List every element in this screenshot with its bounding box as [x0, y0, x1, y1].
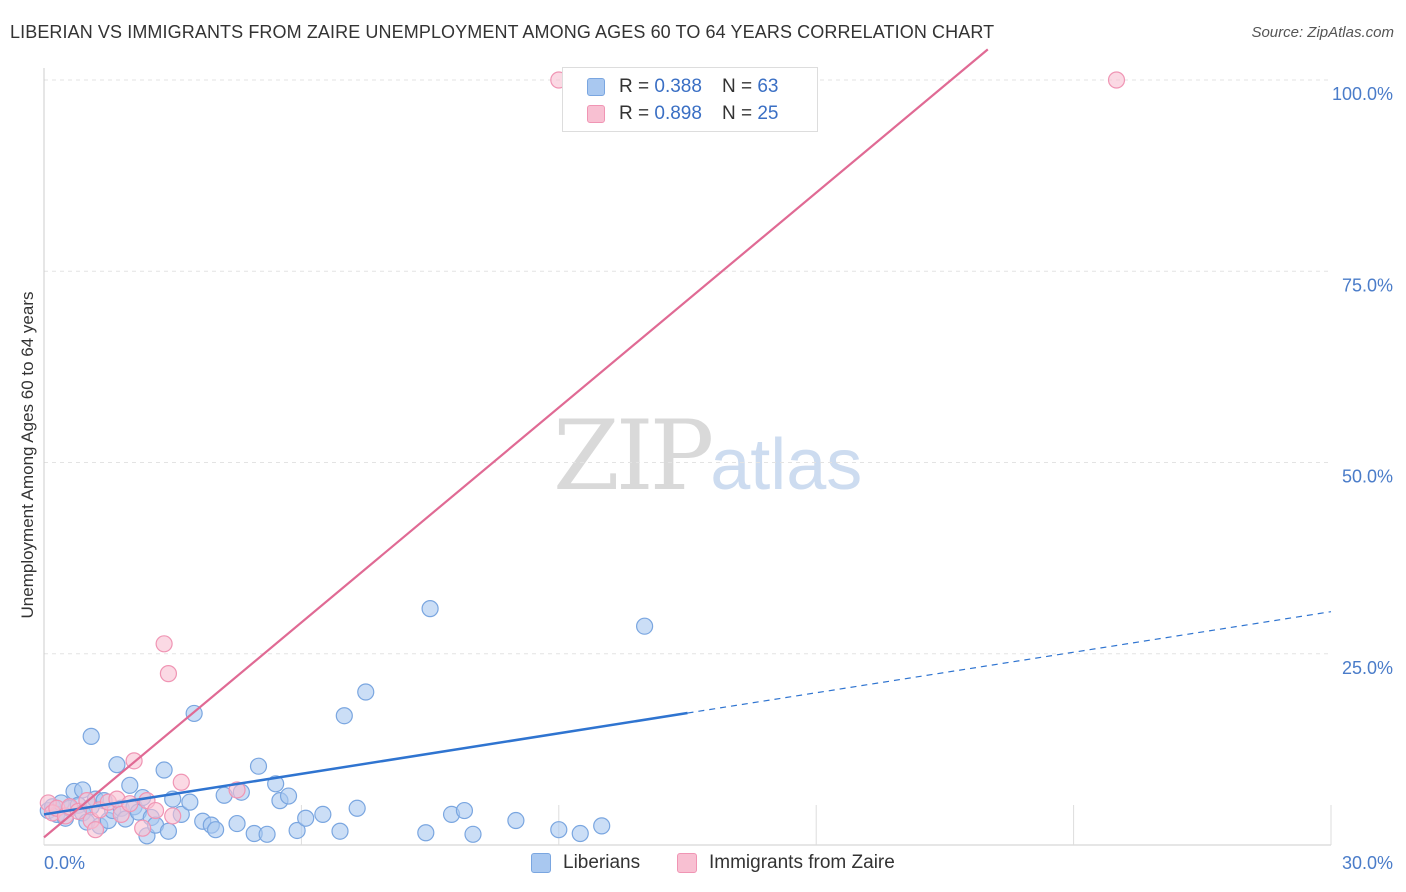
stats-row-liberians: R = 0.388 N = 63 — [587, 74, 778, 100]
r-value: 0.388 — [654, 76, 702, 97]
legend-item-liberians[interactable]: Liberians — [531, 852, 640, 874]
liberians-point — [455, 801, 474, 820]
zaire-point — [1107, 71, 1126, 89]
zaire-point — [86, 821, 105, 839]
stats-row-zaire: R = 0.898 N = 25 — [587, 101, 778, 127]
zaire-point — [159, 665, 178, 683]
x-tick-label: 30.0% — [1342, 853, 1393, 873]
liberians-point — [593, 817, 611, 835]
zaire-point — [172, 773, 190, 791]
liberians-point — [331, 822, 349, 840]
liberians-point — [108, 756, 126, 774]
legend-label-liberians: Liberians — [563, 852, 641, 873]
liberians-point — [155, 761, 173, 779]
liberians-point — [571, 824, 589, 843]
liberians-point — [635, 617, 654, 635]
zaire-point — [228, 781, 246, 799]
legend-item-zaire[interactable]: Immigrants from Zaire — [677, 852, 895, 874]
liberians-point — [181, 793, 199, 811]
liberians-swatch — [587, 78, 605, 96]
x-tick-label: 0.0% — [44, 853, 85, 873]
liberians-point — [335, 707, 353, 725]
liberians-point — [357, 683, 375, 701]
r-value: 0.898 — [654, 103, 702, 124]
liberians-point — [207, 821, 225, 839]
liberians-point — [507, 811, 525, 830]
zaire-point — [155, 635, 173, 653]
watermark-zip: ZIP — [553, 400, 714, 512]
liberians-point — [348, 799, 366, 817]
zaire-legend-swatch — [677, 853, 697, 873]
liberians-trend-line — [43, 711, 688, 816]
zaire-point — [164, 807, 182, 825]
liberians-point — [314, 805, 332, 824]
liberians-point — [159, 822, 178, 840]
n-value: 63 — [757, 76, 779, 97]
liberians-point — [82, 727, 100, 745]
liberians-point — [258, 825, 276, 843]
chart-title: LIBERIAN VS IMMIGRANTS FROM ZAIRE UNEMPL… — [10, 22, 995, 42]
liberians-legend-swatch — [531, 853, 551, 873]
zaire-point — [134, 819, 152, 837]
liberians-point — [288, 821, 306, 840]
y-tick-label: 25.0% — [1342, 658, 1393, 678]
source-label: Source: ZipAtlas.com — [1251, 24, 1394, 41]
liberians-point — [464, 825, 482, 843]
stats-legend: R = 0.388 N = 63 R = 0.898 N = 25 — [562, 67, 818, 132]
liberians-point — [550, 821, 568, 839]
legend-label-zaire: Immigrants from Zaire — [709, 852, 895, 873]
zaire-point — [121, 795, 139, 813]
liberians-point — [228, 814, 246, 833]
liberians-point — [297, 809, 315, 827]
y-tick-label: 100.0% — [1332, 84, 1393, 104]
liberians-point — [121, 776, 139, 794]
zaire-swatch — [587, 105, 605, 123]
liberians-point — [421, 600, 439, 618]
zaire-trend-line — [43, 48, 989, 839]
liberians-point — [417, 824, 435, 842]
r-label: R = — [619, 103, 650, 124]
r-label: R = — [619, 76, 650, 97]
watermark: ZIPatlas — [553, 400, 862, 512]
liberians-trend-extension — [687, 611, 1332, 714]
liberians-point — [249, 757, 268, 775]
liberians-point — [279, 787, 298, 805]
n-label: N = — [721, 103, 753, 124]
series-legend: Liberians Immigrants from Zaire — [0, 852, 1406, 876]
n-value: 25 — [757, 103, 779, 124]
y-tick-label: 75.0% — [1342, 275, 1393, 295]
watermark-atlas: atlas — [710, 425, 863, 505]
zaire-point — [146, 801, 165, 820]
y-tick-label: 50.0% — [1342, 467, 1393, 487]
n-label: N = — [721, 76, 753, 97]
